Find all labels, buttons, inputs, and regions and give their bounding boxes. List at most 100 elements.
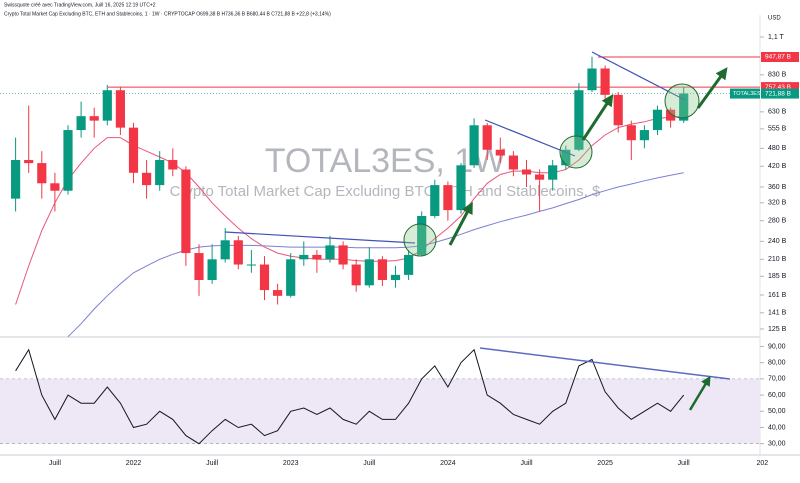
x-tick-label: 2025 xyxy=(597,460,613,467)
candle-body xyxy=(587,68,597,91)
candle-body xyxy=(469,125,479,166)
candle-body xyxy=(561,149,571,166)
candle-body xyxy=(233,240,243,265)
level-label-box xyxy=(761,51,799,62)
y-tick-label: 210 B xyxy=(768,256,787,263)
x-tick-label: 2024 xyxy=(440,460,456,467)
candle-body xyxy=(273,290,283,296)
rsi-tick-label: 30,00 xyxy=(768,441,786,448)
y-tick-label: 360 B xyxy=(768,184,787,191)
level-label: 757,43 B xyxy=(765,84,791,91)
y-tick-label: 161 B xyxy=(768,292,787,299)
watermark-title: TOTAL3ES, 1W xyxy=(265,142,506,180)
rsi-tick-label: 90,00 xyxy=(768,343,786,350)
candle-body xyxy=(220,240,230,260)
candle-body xyxy=(37,163,47,184)
moving-average xyxy=(15,115,684,305)
candle-body xyxy=(613,94,623,126)
candle-body xyxy=(535,174,545,180)
arrow xyxy=(581,93,614,141)
candle-body xyxy=(495,149,505,156)
candle-body xyxy=(548,165,558,180)
candle-body xyxy=(312,254,322,260)
header: Swissquote créé avec TradingView.com, Ju… xyxy=(4,2,156,8)
x-tick-label: Juill xyxy=(678,460,691,467)
candle-body xyxy=(168,160,178,170)
rsi-tick-label: 60,00 xyxy=(768,392,786,399)
candle-body xyxy=(364,259,374,286)
plot: 125 B 141 B 161 B 185 B 210 B 240 B 280 B 320 B… xyxy=(0,34,787,467)
candle-body xyxy=(679,93,689,121)
candle-body xyxy=(299,254,309,260)
candle-body xyxy=(259,264,270,291)
highlight-circle xyxy=(559,135,593,169)
y-tick-label: 125 B xyxy=(768,326,787,333)
candle-body xyxy=(417,215,427,255)
candle-body xyxy=(482,125,492,150)
candle-body xyxy=(128,127,139,173)
candle-body xyxy=(24,160,34,164)
currency-label: USD xyxy=(768,16,781,22)
arrow xyxy=(688,375,711,411)
y-tick-label: 480 B xyxy=(768,145,787,152)
highlight-circle xyxy=(664,83,700,119)
rsi-tick-label: 50,00 xyxy=(768,408,786,415)
highlight-circle xyxy=(403,223,437,257)
candle-body xyxy=(63,130,73,191)
candle-body xyxy=(207,259,217,281)
candle-body xyxy=(626,125,636,141)
candle-body xyxy=(521,169,532,175)
rsi-tick-label: 80,00 xyxy=(768,360,786,367)
level-label-box xyxy=(761,82,799,93)
drawings xyxy=(224,51,731,411)
symbol-tag-box xyxy=(730,88,760,99)
candle-body xyxy=(639,130,649,141)
x-tick-label: 2023 xyxy=(283,460,299,467)
y-tick-label: 240 B xyxy=(768,238,787,245)
candle-body xyxy=(443,185,453,211)
trend-line xyxy=(479,347,731,380)
x-tick-label: Juill xyxy=(363,460,376,467)
candle-body xyxy=(246,264,256,266)
rsi-band xyxy=(0,378,760,444)
candle-body xyxy=(11,160,21,199)
rsi-line xyxy=(15,348,685,445)
trend-line xyxy=(224,231,416,244)
y-tick-label: 320 B xyxy=(768,200,787,207)
y-tick-label: 1,1 T xyxy=(768,34,785,41)
y-tick-label: 555 B xyxy=(768,126,787,133)
y-tick-label: 141 B xyxy=(768,310,787,317)
last-price-box xyxy=(761,88,799,99)
candle-body xyxy=(652,109,663,131)
y-tick-label: 280 B xyxy=(768,218,787,225)
candle-body xyxy=(50,183,60,191)
price-labels: 947,87 B 757,43 B TOTAL3ES 721,88 B xyxy=(730,51,799,99)
candle-body xyxy=(390,274,401,281)
x-tick-label: 2022 xyxy=(126,460,142,467)
x-tick-label: Juill xyxy=(520,460,533,467)
candle-body xyxy=(115,90,125,128)
level-label: 947,87 B xyxy=(765,54,791,61)
candle-body xyxy=(600,68,610,95)
symbol-tag: TOTAL3ES xyxy=(733,91,761,97)
trend-line xyxy=(591,51,686,101)
candle-body xyxy=(430,185,440,216)
candle-body xyxy=(181,169,191,254)
candle-body xyxy=(351,264,361,286)
last-price-label: 721,88 B xyxy=(765,90,791,97)
candle-body xyxy=(142,172,152,186)
y-tick-label: 420 B xyxy=(768,163,787,170)
candle-body xyxy=(666,109,676,121)
x-tick-label: Juill xyxy=(49,460,62,467)
candle-body xyxy=(286,259,296,296)
arrow xyxy=(448,201,473,246)
candle-body xyxy=(194,253,204,281)
candle-body xyxy=(377,259,387,281)
y-tick-label: 185 B xyxy=(768,273,787,280)
rsi-tick-label: 70,00 xyxy=(768,376,786,383)
candle-body xyxy=(76,116,86,131)
candle-body xyxy=(574,90,584,150)
candle-body xyxy=(338,245,348,265)
candle-body xyxy=(325,245,335,260)
